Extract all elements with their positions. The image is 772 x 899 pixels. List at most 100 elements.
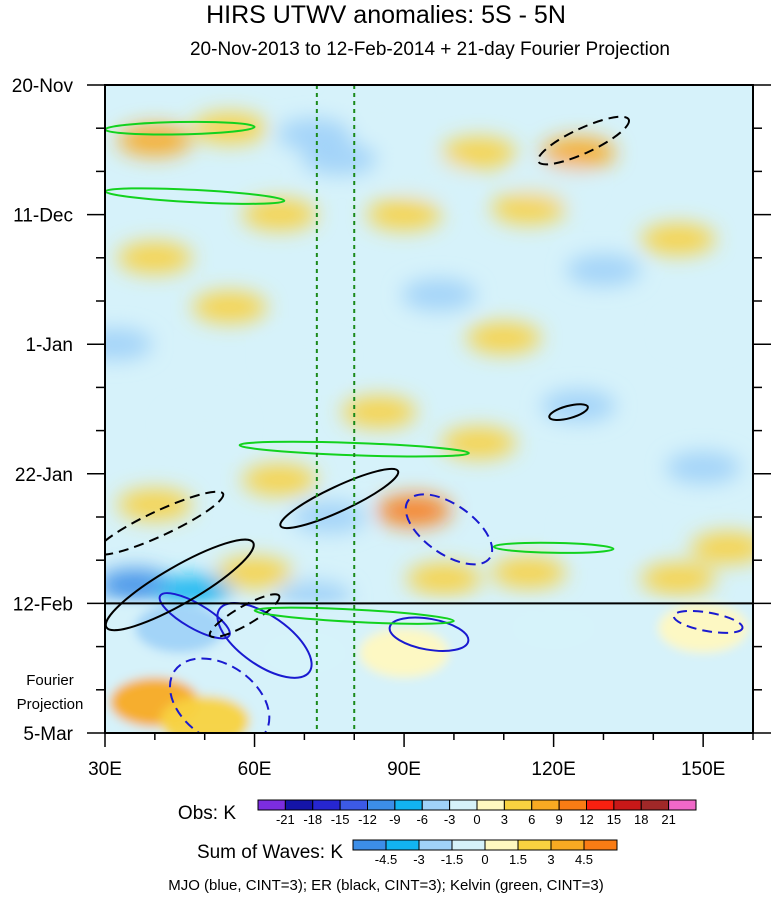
anomaly-patch (401, 278, 477, 311)
obs-colorbar-swatch (668, 799, 697, 811)
obs-colorbar-tick-label: -18 (303, 812, 322, 827)
obs-colorbar-tick-label: 12 (579, 812, 593, 827)
anomaly-patch (167, 408, 243, 441)
wave-colorbar-swatch (385, 839, 420, 851)
wave-colorbar-tick-label: -3 (413, 852, 425, 867)
anomaly-patch (391, 161, 467, 194)
mjo-contour (672, 609, 744, 634)
obs-colorbar-tick-label: 6 (528, 812, 535, 827)
y-tick-label: 12-Feb (13, 594, 73, 615)
anomaly-patch (541, 136, 616, 169)
plot-frame (104, 84, 754, 734)
projection-patch (259, 628, 350, 678)
obs-colorbar-swatch (257, 799, 286, 811)
projection-field (105, 603, 753, 733)
anomaly-patch (441, 426, 517, 459)
x-axis: 30E 60E 90E 120E 150E (88, 733, 754, 780)
mjo-contour (388, 616, 470, 652)
anomaly-patch (117, 124, 193, 157)
obs-colorbar-label: Obs: K (178, 803, 236, 824)
anomaly-patch (466, 321, 542, 355)
wave-colorbar-tick-label: -1.5 (441, 852, 463, 867)
anomaly-patch (105, 328, 153, 361)
obs-colorbar-swatch (558, 799, 587, 811)
obs-colorbar-tick-label: 18 (634, 812, 648, 827)
obs-colorbar-swatch (640, 799, 670, 811)
anomaly-patch (566, 513, 641, 546)
wave-colorbar: -4.5 -3 -1.5 0 1.5 3 4.5 (352, 839, 618, 867)
wave-colorbar-swatch (352, 839, 387, 851)
anomaly-patch (665, 315, 741, 348)
anomaly-patch (441, 136, 517, 169)
x-tick-label: 30E (88, 759, 122, 780)
obs-colorbar-swatch (476, 799, 505, 811)
anomaly-patch (242, 463, 317, 497)
anomaly-patch (640, 562, 716, 595)
anomaly-patch (157, 575, 233, 608)
x-tick-label: 90E (387, 759, 421, 780)
wave-colorbar-swatch (451, 839, 486, 851)
obs-colorbar-tick-label: -15 (331, 812, 350, 827)
mjo-contour (158, 592, 231, 640)
projection-patch (508, 603, 599, 653)
obs-colorbar-swatch (339, 799, 368, 811)
obs-colorbar-swatch (284, 799, 314, 811)
anomaly-patch (301, 143, 377, 176)
chart-subtitle: 20-Nov-2013 to 12-Feb-2014 + 21-day Four… (189, 39, 671, 60)
obs-colorbar-swatch (421, 799, 451, 811)
obs-colorbar-swatch (449, 799, 478, 811)
projection-label-2: Projection (17, 696, 84, 713)
anomaly-patch (192, 112, 267, 145)
obs-colorbar-tick-label: -9 (389, 812, 401, 827)
projection-patch (359, 628, 449, 678)
anomaly-patch (366, 198, 442, 231)
obs-colorbar-swatch (312, 799, 341, 811)
footnote: MJO (blue, CINT=3); ER (black, CINT=3); … (168, 877, 604, 894)
obs-colorbar-swatch (531, 799, 560, 811)
er-contour (208, 593, 281, 639)
y-tick-label: 1-Jan (25, 335, 73, 356)
wave-colorbar-swatch (550, 839, 585, 851)
obs-colorbar-swatch (394, 799, 423, 811)
anomaly-patch (376, 494, 452, 527)
anomaly-patch (566, 254, 641, 287)
reference-lines (315, 85, 356, 733)
obs-colorbar-swatch (613, 799, 642, 811)
obs-colorbar: -21 -18 -15 -12 -9 -6 -3 0 3 6 9 12 15 18 21 (257, 799, 697, 827)
x-tick-label: 60E (238, 759, 272, 780)
wave-colorbar-tick-label: 4.5 (575, 852, 593, 867)
er-contour (548, 403, 589, 421)
anomaly-patch (491, 192, 567, 225)
y-tick-label: 5-Mar (23, 724, 73, 745)
wave-colorbar-tick-label: 1.5 (509, 852, 527, 867)
anomaly-patch (690, 531, 753, 564)
wave-colorbar-swatch (484, 839, 519, 851)
anomaly-patch (406, 562, 482, 595)
obs-colorbar-tick-label: 15 (607, 812, 621, 827)
y-tick-label: 11-Dec (13, 206, 73, 227)
kelvin-contour (492, 541, 615, 554)
obs-colorbar-tick-label: -12 (358, 812, 377, 827)
projection-patch (134, 603, 225, 653)
er-contour (105, 538, 255, 632)
anomaly-patch (217, 556, 292, 589)
obs-colorbar-tick-label: 3 (501, 812, 508, 827)
obs-colorbar-swatch (586, 799, 615, 811)
x-tick-label: 150E (681, 759, 725, 780)
anomaly-patch (665, 451, 741, 484)
y-tick-label: 20-Nov (12, 76, 74, 97)
anomaly-patch (117, 488, 193, 521)
anomaly-patch (640, 223, 716, 256)
anomaly-patch (341, 93, 417, 126)
mjo-contour (216, 602, 313, 679)
plot-area (105, 85, 753, 733)
projection-patch (159, 695, 250, 733)
obs-colorbar-tick-label: -3 (444, 812, 456, 827)
anomaly-field (105, 93, 753, 614)
obs-colorbar-swatch (503, 799, 533, 811)
wave-colorbar-swatch (517, 839, 552, 851)
er-contour (105, 490, 225, 556)
y-axis: 20-Nov 11-Dec 1-Jan 22-Jan 12-Feb 5-Mar (12, 76, 771, 745)
anomaly-patch (516, 167, 591, 200)
